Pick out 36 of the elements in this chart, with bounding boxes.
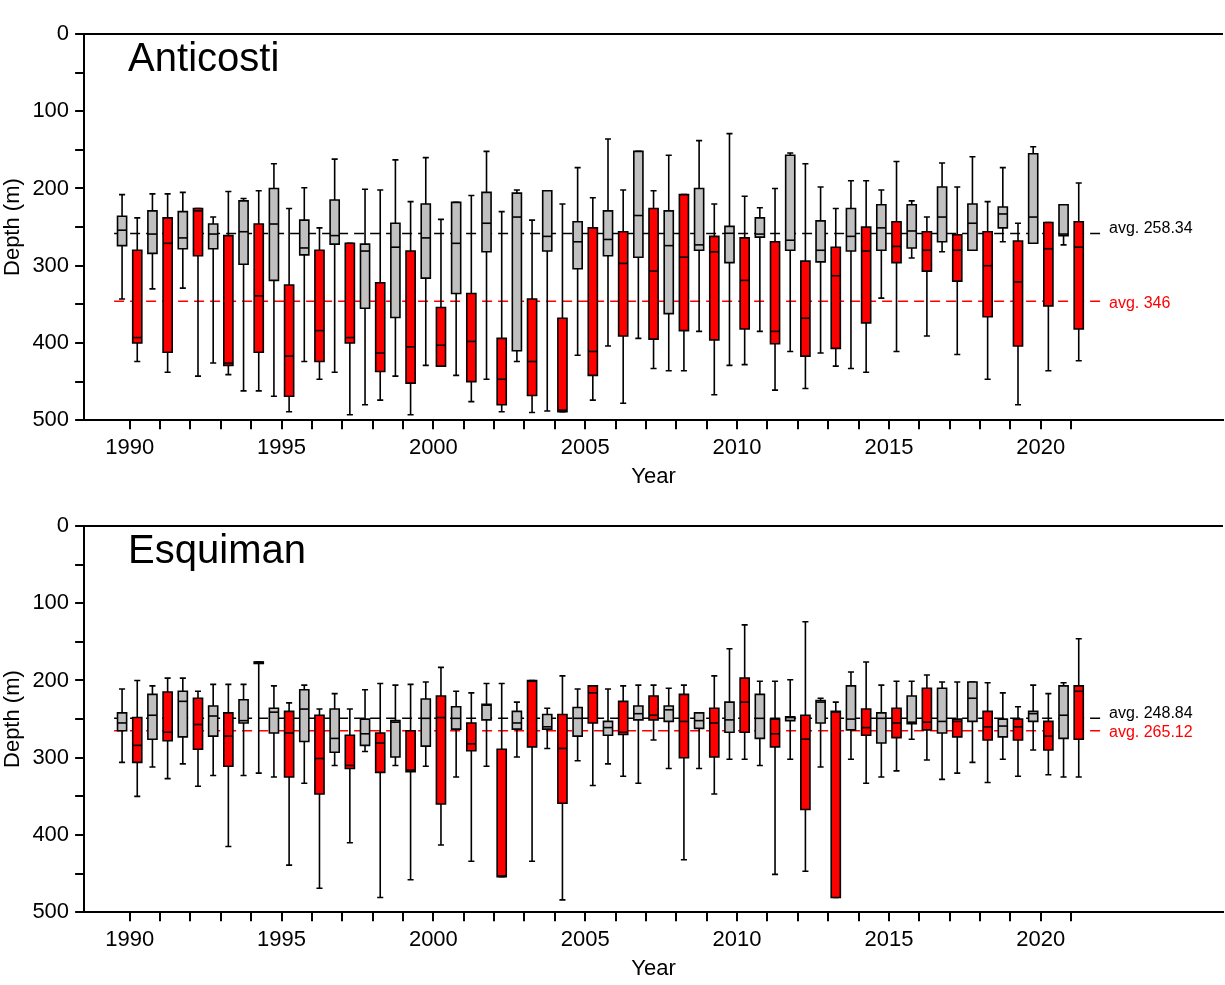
y-axis-title: Depth (m) [0, 670, 25, 768]
x-tick-label: 2000 [408, 434, 458, 460]
y-tick-label: 100 [32, 589, 70, 615]
x-tick-label: 2010 [712, 434, 762, 460]
y-tick-label: 100 [32, 97, 70, 123]
x-tick-label: 1995 [257, 926, 306, 952]
y-tick-label: 0 [56, 512, 70, 538]
x-tick-label: 2020 [1016, 434, 1066, 460]
y-tick-label: 300 [32, 251, 70, 277]
y-axis-title: Depth (m) [0, 178, 25, 276]
x-tick-label: 1995 [257, 434, 306, 460]
y-tick-label: 200 [32, 174, 70, 200]
y-tick-label: 200 [32, 666, 70, 692]
x-axis-title: Year [631, 954, 676, 980]
ref-line-label: avg. 265.12 [1109, 723, 1193, 741]
chart-title: Esquiman [128, 527, 306, 572]
x-tick-label: 2015 [864, 926, 914, 952]
ref-line-label: avg. 258.34 [1109, 218, 1193, 236]
ref-line-label: avg. 346 [1109, 293, 1171, 311]
x-tick-label: 1990 [105, 434, 155, 460]
y-tick-label: 300 [32, 743, 70, 769]
chart-title: Anticosti [128, 35, 280, 80]
x-tick-label: 2000 [408, 926, 458, 952]
ref-line-label: avg. 248.84 [1109, 703, 1193, 721]
y-tick-label: 500 [32, 898, 70, 924]
y-tick-label: 500 [32, 406, 70, 432]
y-tick-label: 400 [32, 821, 70, 847]
x-tick-label: 2020 [1016, 926, 1066, 952]
x-tick-label: 1990 [105, 926, 155, 952]
x-tick-label: 2010 [712, 926, 762, 952]
x-tick-label: 2015 [864, 434, 914, 460]
y-tick-label: 400 [32, 329, 70, 355]
x-tick-label: 2005 [560, 926, 610, 952]
y-tick-label: 0 [56, 20, 70, 46]
x-axis-title: Year [631, 462, 676, 488]
x-tick-label: 2005 [560, 434, 610, 460]
